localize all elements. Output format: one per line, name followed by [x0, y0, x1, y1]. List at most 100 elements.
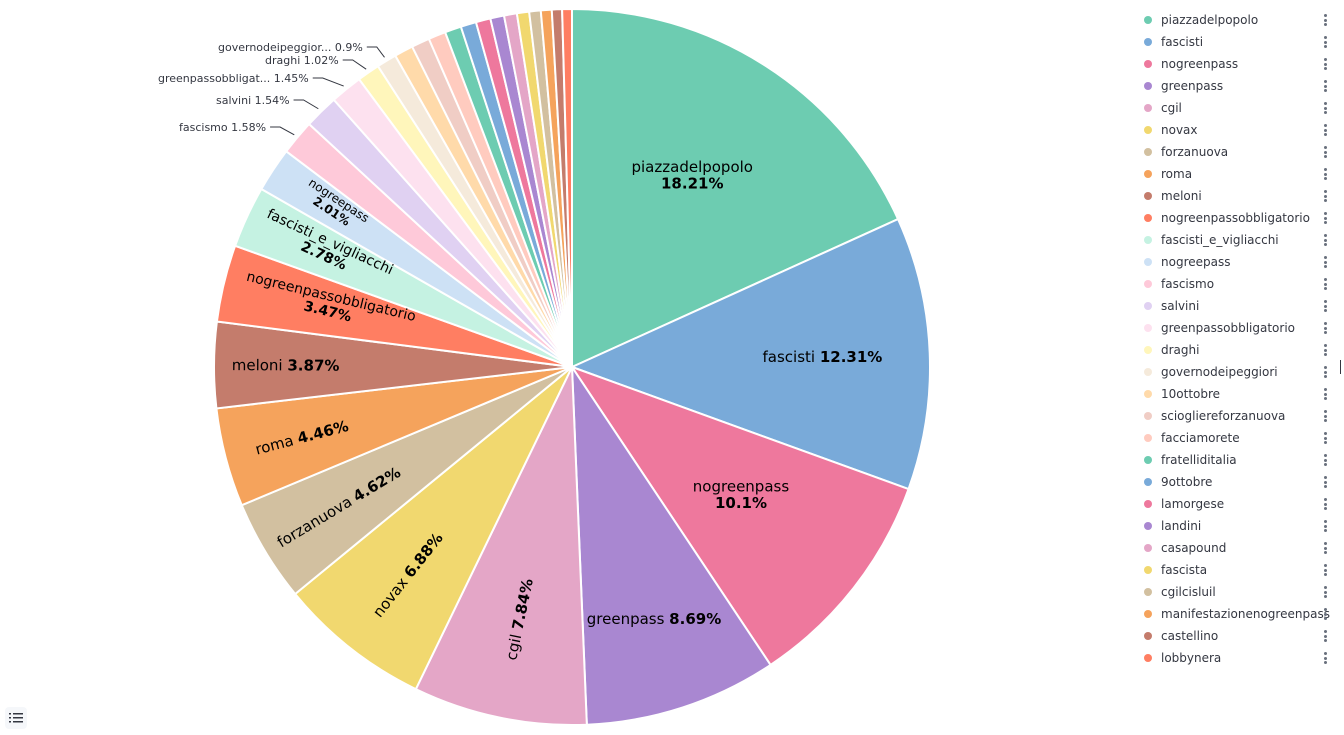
- vertical-dots-icon[interactable]: [1322, 498, 1328, 510]
- legend-color-dot: [1144, 346, 1152, 354]
- legend-item-label: castellino: [1161, 629, 1219, 643]
- vertical-dots-icon[interactable]: [1322, 168, 1328, 180]
- vertical-dots-icon[interactable]: [1322, 190, 1328, 202]
- legend-item-sciogliereforzanuova[interactable]: sciogliereforzanuova: [1136, 405, 1344, 427]
- slice-label-name: nogreenpass: [693, 477, 790, 495]
- legend-item-cgil[interactable]: cgil: [1136, 97, 1344, 119]
- legend-item-forzanuova[interactable]: forzanuova: [1136, 141, 1344, 163]
- vertical-dots-icon[interactable]: [1322, 520, 1328, 532]
- pie-slice-nogreenpass[interactable]: [569, 365, 910, 667]
- legend-item-label: forzanuova: [1161, 145, 1229, 159]
- slice-outside-label: greenpassobbligat... 1.45%: [158, 72, 309, 85]
- vertical-dots-icon[interactable]: [1322, 102, 1328, 114]
- vertical-dots-icon[interactable]: [1322, 278, 1328, 290]
- pie-slice-cgil[interactable]: [414, 366, 588, 726]
- legend-color-dot: [1144, 170, 1152, 178]
- vertical-dots-icon[interactable]: [1322, 300, 1328, 312]
- vertical-dots-icon[interactable]: [1322, 608, 1328, 620]
- legend-item-draghi[interactable]: draghi: [1136, 339, 1344, 361]
- legend-item-casapound[interactable]: casapound: [1136, 537, 1344, 559]
- legend-color-dot: [1144, 588, 1152, 596]
- vertical-dots-icon[interactable]: [1322, 432, 1328, 444]
- legend-color-dot: [1144, 390, 1152, 398]
- legend-item-novax[interactable]: novax: [1136, 119, 1344, 141]
- legend-item-nogreenpassobbligatorio[interactable]: nogreenpassobbligatorio: [1136, 207, 1344, 229]
- vertical-dots-icon[interactable]: [1322, 256, 1328, 268]
- legend-item-manifestazionenogreenpass[interactable]: manifestazionenogreenpass: [1136, 603, 1344, 625]
- legend-item-landini[interactable]: landini: [1136, 515, 1344, 537]
- leader-line: [293, 99, 319, 110]
- legend-item-lobbynera[interactable]: lobbynera: [1136, 647, 1344, 669]
- legend-color-dot: [1144, 82, 1152, 90]
- pie-slice-fascisti[interactable]: [569, 217, 931, 491]
- vertical-dots-icon[interactable]: [1322, 234, 1328, 246]
- pie-slice-greenpass[interactable]: [570, 363, 772, 726]
- legend-item-meloni[interactable]: meloni: [1136, 185, 1344, 207]
- slice-outside-label: salvini 1.54%: [216, 94, 290, 107]
- legend-item-9ottobre[interactable]: 9ottobre: [1136, 471, 1344, 493]
- vertical-dots-icon[interactable]: [1322, 630, 1328, 642]
- legend-color-dot: [1144, 632, 1152, 640]
- vertical-dots-icon[interactable]: [1322, 564, 1328, 576]
- legend-toggle-button[interactable]: [5, 707, 27, 729]
- legend-item-label: cgilcisluil: [1161, 585, 1216, 599]
- legend-item-fascisti_e_vigliacchi[interactable]: fascisti_e_vigliacchi: [1136, 229, 1344, 251]
- legend-item-10ottobre[interactable]: 10ottobre: [1136, 383, 1344, 405]
- vertical-dots-icon[interactable]: [1322, 124, 1328, 136]
- vertical-dots-icon[interactable]: [1322, 454, 1328, 466]
- pie-slice-novax[interactable]: [293, 366, 573, 691]
- legend-color-dot: [1144, 280, 1152, 288]
- legend-color-dot: [1144, 544, 1152, 552]
- legend-item-fascista[interactable]: fascista: [1136, 559, 1344, 581]
- vertical-dots-icon[interactable]: [1322, 542, 1328, 554]
- legend-item-label: sciogliereforzanuova: [1161, 409, 1286, 423]
- vertical-dots-icon[interactable]: [1322, 652, 1328, 664]
- legend: piazzadelpopolo fascisti nogreenpass greenp…: [1136, 9, 1344, 669]
- slice-label-name: meloni: [232, 356, 288, 374]
- vertical-dots-icon[interactable]: [1322, 344, 1328, 356]
- slice-label: meloni 3.87%: [232, 356, 340, 375]
- slice-outside-label: governodeipeggior... 0.9%: [218, 41, 363, 54]
- slice-label-percent: 8.69%: [669, 610, 721, 628]
- vertical-dots-icon[interactable]: [1322, 322, 1328, 334]
- legend-item-lamorgese[interactable]: lamorgese: [1136, 493, 1344, 515]
- vertical-dots-icon[interactable]: [1322, 586, 1328, 598]
- pie-chart[interactable]: piazzadelpopolo 18.21% fascisti 12.31% nogr…: [0, 0, 1130, 735]
- vertical-dots-icon[interactable]: [1322, 146, 1328, 158]
- legend-item-greenpassobbligatorio[interactable]: greenpassobbligatorio: [1136, 317, 1344, 339]
- vertical-dots-icon[interactable]: [1322, 476, 1328, 488]
- vertical-dots-icon[interactable]: [1322, 410, 1328, 422]
- legend-item-greenpass[interactable]: greenpass: [1136, 75, 1344, 97]
- list-icon: [9, 713, 23, 723]
- vertical-dots-icon[interactable]: [1322, 36, 1328, 48]
- vertical-dots-icon[interactable]: [1322, 14, 1328, 26]
- legend-item-piazzadelpopolo[interactable]: piazzadelpopolo: [1136, 9, 1344, 31]
- legend-item-fascisti[interactable]: fascisti: [1136, 31, 1344, 53]
- legend-item-nogreenpass[interactable]: nogreenpass: [1136, 53, 1344, 75]
- legend-item-nogreepass[interactable]: nogreepass: [1136, 251, 1344, 273]
- slice-outside-label: draghi 1.02%: [265, 54, 339, 67]
- vertical-dots-icon[interactable]: [1322, 58, 1328, 70]
- legend-color-dot: [1144, 610, 1152, 618]
- legend-item-castellino[interactable]: castellino: [1136, 625, 1344, 647]
- vertical-dots-icon[interactable]: [1322, 212, 1328, 224]
- legend-item-fratelliditalia[interactable]: fratelliditalia: [1136, 449, 1344, 471]
- legend-item-facciamorete[interactable]: facciamorete: [1136, 427, 1344, 449]
- slice-label-percent: 12.31%: [820, 348, 882, 366]
- legend-item-salvini[interactable]: salvini: [1136, 295, 1344, 317]
- leader-line: [312, 77, 344, 87]
- legend-item-label: governodeipeggiori: [1161, 365, 1278, 379]
- legend-color-dot: [1144, 434, 1152, 442]
- vertical-dots-icon[interactable]: [1322, 80, 1328, 92]
- legend-item-cgilcisluil[interactable]: cgilcisluil: [1136, 581, 1344, 603]
- pie-slice-lobbynera[interactable]: [561, 7, 573, 368]
- vertical-dots-icon[interactable]: [1322, 388, 1328, 400]
- legend-item-label: greenpass: [1161, 79, 1224, 93]
- legend-item-fascismo[interactable]: fascismo: [1136, 273, 1344, 295]
- vertical-dots-icon[interactable]: [1322, 366, 1328, 378]
- pie-slice-piazzadelpopolo[interactable]: [571, 7, 900, 369]
- legend-item-roma[interactable]: roma: [1136, 163, 1344, 185]
- legend-item-governodeipeggiori[interactable]: governodeipeggiori: [1136, 361, 1344, 383]
